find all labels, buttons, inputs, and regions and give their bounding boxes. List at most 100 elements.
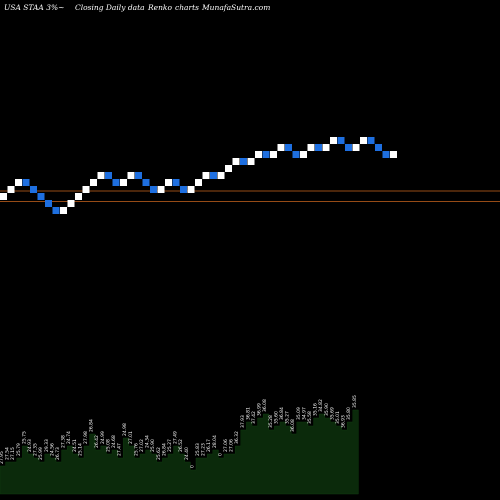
volume-label: 27.54: [5, 447, 11, 460]
volume-label: 24.34: [145, 435, 151, 448]
volume-label: 25.99: [38, 447, 44, 460]
volume-label: 35.16: [313, 403, 319, 416]
renko-brick: [367, 137, 375, 144]
volume-label: 36.84: [279, 407, 285, 420]
renko-brick: [150, 186, 157, 193]
chart-header: USA STAA 3%~ Closing Daily data Renko ch…: [4, 3, 270, 12]
renko-brick: [15, 179, 22, 186]
renko-brick: [60, 207, 67, 214]
renko-brick: [82, 186, 90, 193]
volume-label: 24.56: [49, 443, 55, 456]
volume-label: 35.27: [285, 411, 291, 424]
volume-panel: [0, 409, 359, 495]
volume-label: 36.81: [245, 407, 251, 420]
renko-brick: [67, 200, 75, 207]
chart-subtitle: Closing Daily data: [75, 3, 145, 12]
volume-label: 0: [217, 453, 223, 456]
renko-brick: [345, 144, 352, 151]
volume-label: 25.83: [195, 443, 201, 456]
renko-brick: [262, 151, 270, 158]
volume-label: 35.01: [335, 411, 341, 424]
volume-label: 24.68: [111, 435, 117, 448]
renko-brick: [240, 158, 247, 165]
volume-label: 37.93: [240, 415, 246, 428]
volume-label: 27.49: [173, 431, 179, 444]
renko-brick: [202, 172, 210, 179]
renko-brick: [180, 186, 187, 193]
renko-brick: [90, 179, 97, 186]
volume-label: 36.93: [341, 415, 347, 428]
volume-label: 34.97: [301, 407, 307, 420]
volume-label: 27.06: [229, 439, 235, 452]
renko-brick: [172, 179, 180, 186]
chart-title: USA STAA 3%~: [4, 3, 64, 12]
volume-label: 36.08: [290, 419, 296, 432]
volume-label: 25.79: [16, 443, 22, 456]
renko-brick: [307, 144, 315, 151]
volume-label: 24.40: [184, 447, 190, 460]
volume-label: 35.85: [352, 395, 358, 408]
renko-brick: [120, 179, 127, 186]
renko-brick: [165, 179, 172, 186]
renko-brick: [375, 144, 382, 151]
volume-label: 24.98: [122, 423, 128, 436]
volume-label: 35.09: [296, 407, 302, 420]
volume-label: 35.60: [273, 411, 279, 424]
volume-label: 26.73: [55, 447, 61, 460]
volume-label: 25.76: [133, 443, 139, 456]
volume-label: 27.01: [128, 431, 134, 444]
renko-brick: [330, 137, 337, 144]
renko-brick: [97, 172, 105, 179]
volume-label: 35.58: [307, 411, 313, 424]
volume-area: [0, 409, 359, 495]
renko-brick: [105, 172, 112, 179]
volume-label: 24.99: [100, 431, 106, 444]
volume-label: 26.42: [94, 435, 100, 448]
volume-label: 27.47: [117, 443, 123, 456]
renko-brick: [315, 144, 322, 151]
volume-label: 35.90: [324, 403, 330, 416]
volume-label: 35.80: [346, 407, 352, 420]
renko-brick: [45, 200, 52, 207]
renko-brick: [187, 186, 195, 193]
volume-label: 26.84: [89, 419, 95, 432]
renko-brick: [127, 172, 135, 179]
renko-brick: [195, 179, 202, 186]
volume-label: 28.04: [212, 435, 218, 448]
volume-label: 36.99: [257, 403, 263, 416]
renko-brick: [285, 144, 292, 151]
volume-label: 24.74: [66, 431, 72, 444]
renko-brick: [112, 179, 120, 186]
renko-brick: [37, 193, 45, 200]
volume-label: 25.90: [150, 439, 156, 452]
renko-brick: [30, 186, 37, 193]
renko-brick: [232, 158, 240, 165]
site-label: MunafaSutra.com: [201, 3, 270, 12]
renko-brick: [0, 193, 7, 200]
volume-label: 29.33: [44, 439, 50, 452]
chart-type-label: Renko: [147, 3, 172, 12]
volume-label: 25.08: [105, 439, 111, 452]
renko-brick: [7, 186, 15, 193]
renko-brick: [75, 193, 82, 200]
volume-label: 26.84: [161, 443, 167, 456]
renko-brick: [270, 151, 277, 158]
volume-label: 27.15: [10, 447, 16, 460]
volume-label: 35.28: [268, 415, 274, 428]
volume-label: 27.95: [0, 451, 5, 464]
volume-label: 25.62: [156, 447, 162, 460]
renko-brick: [142, 179, 150, 186]
volume-label: 24.93: [27, 439, 33, 452]
renko-brick: [157, 186, 165, 193]
renko-brick: [292, 151, 300, 158]
volume-label: 27.02: [139, 439, 145, 452]
renko-brick: [337, 137, 345, 144]
volume-label: 36.32: [234, 431, 240, 444]
volume-label: 25.75: [21, 431, 27, 444]
renko-brick: [225, 165, 232, 172]
volume-label: 26.17: [206, 439, 212, 452]
volume-label: 24.51: [72, 439, 78, 452]
volume-label: 27.06: [223, 439, 229, 452]
